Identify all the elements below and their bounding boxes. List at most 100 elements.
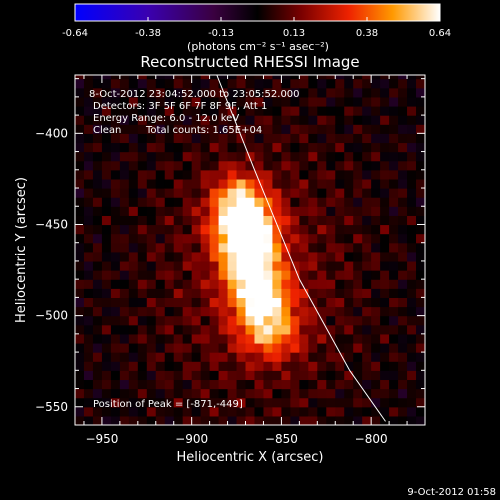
heatmap-cell <box>164 397 175 408</box>
heatmap-cell <box>155 288 166 298</box>
heatmap-cell <box>371 133 381 144</box>
heatmap-cell <box>200 160 211 171</box>
heatmap-cell <box>317 96 327 107</box>
heatmap-cell <box>236 105 247 116</box>
heatmap-cell <box>209 75 220 80</box>
heatmap-cell <box>407 197 417 207</box>
heatmap-cell <box>317 352 327 362</box>
heatmap-cell <box>371 288 381 298</box>
heatmap-cell <box>263 75 274 80</box>
heatmap-cell <box>389 352 399 362</box>
heatmap-cell <box>227 75 238 80</box>
heatmap-cell <box>344 333 354 344</box>
heatmap-cell <box>326 197 336 207</box>
heatmap-cell <box>344 87 354 98</box>
heatmap-cell <box>155 324 166 335</box>
heatmap-cell <box>110 224 121 235</box>
heatmap-cell <box>344 124 354 134</box>
heatmap-cell <box>227 215 238 226</box>
heatmap-cell <box>326 306 336 317</box>
heatmap-cell <box>380 324 390 335</box>
heatmap-cell <box>416 406 425 417</box>
heatmap-cell <box>353 388 363 399</box>
heatmap-cell <box>137 352 148 362</box>
heatmap-cell <box>380 406 390 417</box>
heatmap-cell <box>191 75 202 80</box>
heatmap-cell <box>380 115 390 125</box>
heatmap-cell <box>308 151 318 162</box>
heatmap-cell <box>101 233 112 244</box>
heatmap-cell <box>254 115 265 125</box>
heatmap-cell <box>308 397 318 408</box>
heatmap-cell <box>218 406 229 417</box>
heatmap-cell <box>92 224 103 235</box>
heatmap-cell <box>101 115 112 125</box>
heatmap-cell <box>110 415 121 425</box>
heatmap-cell <box>200 397 211 408</box>
heatmap-cell <box>344 142 354 153</box>
heatmap-cell <box>380 306 390 317</box>
heatmap-cell <box>200 87 211 98</box>
y-tick-label: −550 <box>35 400 68 414</box>
heatmap-cell <box>101 361 112 371</box>
heatmap-cell <box>317 115 327 125</box>
heatmap-cell <box>407 215 417 226</box>
heatmap-cell <box>110 333 121 344</box>
heatmap-cell <box>83 388 94 399</box>
heatmap-cell <box>164 142 175 153</box>
heatmap-cell <box>110 115 121 125</box>
heatmap-cell <box>416 260 425 271</box>
heatmap-cell <box>290 361 300 371</box>
heatmap-cell <box>254 206 265 216</box>
heatmap-cell <box>362 406 372 417</box>
heatmap-cell <box>308 142 318 153</box>
heatmap-cell <box>416 133 425 144</box>
heatmap-cell <box>101 96 112 107</box>
solar-limb-curve <box>216 75 386 422</box>
heatmap-cell <box>245 342 256 353</box>
heatmap-cell <box>398 297 408 308</box>
heatmap-cell <box>209 306 220 317</box>
heatmap-cell <box>272 197 283 207</box>
heatmap-cell <box>407 415 417 425</box>
heatmap-cell <box>164 370 175 381</box>
heatmap-cell <box>290 188 300 198</box>
heatmap-cell <box>146 388 157 399</box>
heatmap-cell <box>245 151 256 162</box>
heatmap-cell <box>227 178 238 189</box>
heatmap-cell <box>218 206 229 216</box>
heatmap-cell <box>191 197 202 207</box>
heatmap-cell <box>353 406 363 417</box>
x-axis-label: Heliocentric X (arcsec) <box>177 450 324 465</box>
heatmap-cell <box>353 233 363 244</box>
heatmap-cell <box>263 133 274 144</box>
heatmap-cell <box>245 224 256 235</box>
heatmap-cell <box>317 397 327 408</box>
heatmap-cell <box>326 415 336 425</box>
heatmap-cell <box>272 270 283 280</box>
heatmap-cell <box>200 169 211 180</box>
heatmap-cell <box>209 160 220 171</box>
heatmap-cell <box>155 388 166 399</box>
heatmap-cell <box>362 197 372 207</box>
colorbar-tick-label: 0.13 <box>283 28 305 39</box>
heatmap-cell <box>371 388 381 399</box>
heatmap-cell <box>398 160 408 171</box>
heatmap-cell <box>389 260 399 271</box>
heatmap-cell <box>254 361 265 371</box>
heatmap-cell <box>218 251 229 262</box>
heatmap-cell <box>299 78 309 89</box>
heatmap-cell <box>218 115 229 125</box>
heatmap-cell <box>353 342 363 353</box>
heatmap-cell <box>371 406 381 417</box>
heatmap-cell <box>200 105 211 116</box>
heatmap-cell <box>290 178 300 189</box>
heatmap-cell <box>263 270 274 280</box>
heatmap-cell <box>236 270 247 280</box>
heatmap-cell <box>299 279 309 289</box>
heatmap-cell <box>236 224 247 235</box>
heatmap-cell <box>398 306 408 317</box>
heatmap-cell <box>317 306 327 317</box>
heatmap-cell <box>299 169 309 180</box>
heatmap-cell <box>272 124 283 134</box>
